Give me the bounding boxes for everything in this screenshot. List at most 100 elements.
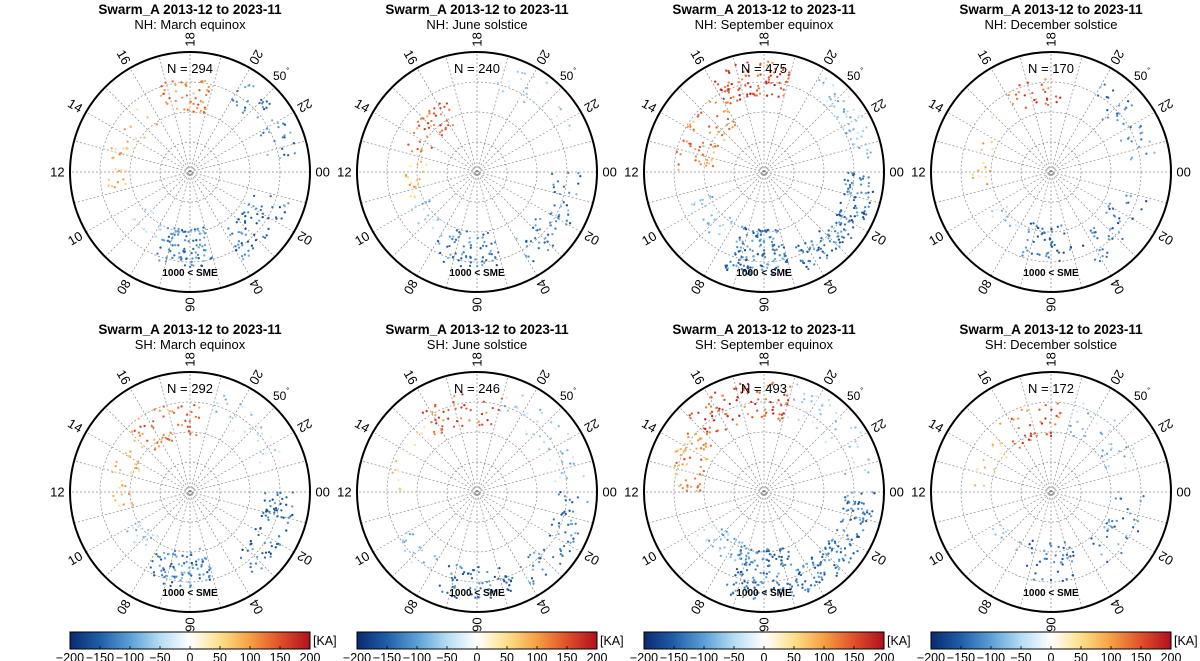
data-point [682, 451, 685, 454]
data-point [430, 146, 433, 149]
data-point [1044, 403, 1047, 407]
data-point [264, 551, 268, 554]
data-point [497, 408, 500, 412]
sample-count-label: N = 493 [741, 381, 787, 396]
data-point [772, 586, 776, 590]
data-point [569, 522, 572, 526]
data-point [839, 547, 843, 550]
data-point [227, 227, 230, 230]
data-point [1089, 229, 1092, 232]
data-point [440, 129, 444, 132]
data-point [776, 265, 780, 268]
data-point [533, 101, 536, 104]
data-point [256, 439, 260, 442]
sample-count-label: N = 294 [167, 61, 213, 76]
data-point [196, 567, 199, 570]
data-point [416, 163, 419, 167]
data-point [679, 153, 682, 156]
data-point [179, 258, 183, 261]
data-point [142, 228, 146, 231]
data-point [861, 177, 865, 180]
data-point [136, 534, 139, 537]
data-point [481, 244, 485, 247]
data-point [819, 239, 822, 243]
data-point [499, 409, 502, 413]
data-point [843, 193, 846, 196]
data-point [550, 523, 554, 526]
data-point [185, 94, 189, 97]
data-point [856, 192, 859, 195]
data-point [792, 398, 796, 401]
data-point [241, 212, 244, 215]
data-point [566, 110, 570, 113]
data-point [1056, 225, 1059, 228]
data-point [572, 540, 575, 543]
data-point [769, 400, 772, 404]
data-point [778, 81, 781, 85]
data-point [708, 195, 712, 198]
data-point [772, 412, 775, 415]
colorbar-unit: [KA] [313, 634, 337, 648]
data-point [728, 216, 732, 220]
data-point [1041, 578, 1044, 581]
data-point [269, 435, 273, 439]
data-point [548, 534, 552, 537]
data-point [809, 584, 813, 587]
data-point [162, 568, 166, 571]
data-point [847, 123, 851, 126]
data-point [828, 234, 831, 238]
data-point [835, 221, 838, 225]
mlt-grid-line [158, 375, 222, 609]
data-point [1036, 226, 1040, 230]
data-point [771, 408, 774, 412]
data-point [716, 115, 719, 118]
data-point [738, 541, 741, 544]
data-point [146, 211, 149, 214]
data-point [469, 409, 472, 412]
data-point [760, 415, 763, 419]
data-point [465, 230, 469, 233]
data-point [1095, 439, 1098, 443]
data-point [116, 181, 120, 184]
data-point [459, 264, 463, 268]
data-point [871, 510, 874, 513]
data-point [708, 231, 711, 234]
data-point [739, 382, 742, 386]
data-point [729, 260, 732, 263]
data-point [1103, 526, 1106, 529]
data-point [1068, 546, 1071, 549]
mlt-tick-label: 14 [926, 96, 946, 116]
data-point [1055, 100, 1058, 104]
data-point [765, 576, 768, 579]
data-point [723, 90, 727, 93]
data-point [536, 420, 539, 423]
data-point [849, 192, 852, 195]
data-point [725, 69, 728, 72]
data-point [687, 435, 690, 439]
data-point [1044, 417, 1047, 420]
data-point [565, 475, 568, 478]
data-point [572, 462, 575, 465]
data-point [1038, 408, 1041, 411]
data-point [810, 240, 813, 243]
data-point [782, 412, 785, 415]
data-point [705, 432, 709, 435]
data-point [1132, 447, 1135, 450]
data-point [765, 94, 769, 97]
data-point [481, 236, 484, 239]
data-point [746, 245, 749, 248]
data-point [861, 512, 865, 515]
data-point [1013, 442, 1016, 446]
data-point [481, 582, 484, 585]
data-point [137, 431, 141, 434]
data-point [1145, 200, 1148, 203]
data-point [1081, 244, 1085, 247]
data-point [524, 254, 528, 258]
data-point [571, 501, 574, 504]
data-point [712, 151, 715, 154]
data-point [711, 164, 715, 168]
data-point [795, 569, 798, 572]
data-point [704, 445, 708, 448]
data-point [840, 468, 843, 471]
